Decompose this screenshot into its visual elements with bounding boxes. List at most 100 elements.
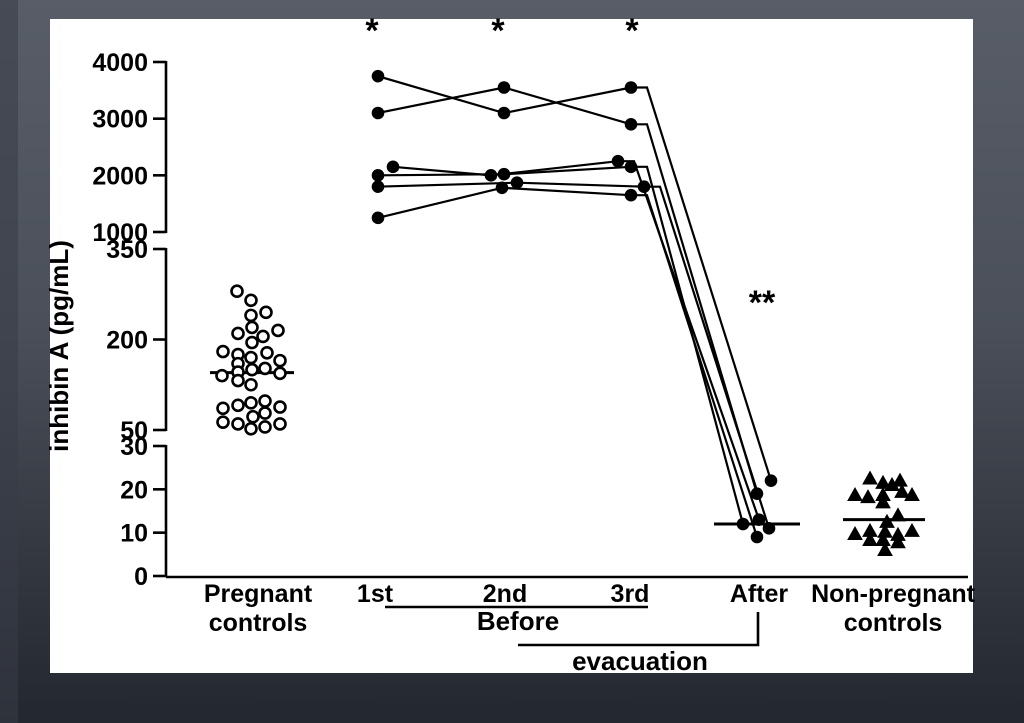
pregnant-control-point bbox=[244, 396, 258, 410]
pregnant-control-point bbox=[245, 320, 259, 335]
after-evacuation-point bbox=[750, 530, 764, 544]
pregnant-control-point bbox=[258, 420, 272, 434]
x-label-after: After bbox=[730, 580, 789, 608]
pregnant-control-point bbox=[216, 401, 230, 416]
y-tick-label: 30 bbox=[120, 433, 148, 461]
non-pregnant-control-point bbox=[890, 534, 906, 549]
before-evacuation-point bbox=[510, 176, 524, 189]
before-evacuation-point bbox=[386, 160, 400, 174]
pregnant-control-point bbox=[246, 409, 260, 424]
pregnant-control-point bbox=[258, 394, 272, 408]
pregnant-control-point bbox=[260, 345, 274, 360]
pregnant-control-point bbox=[273, 400, 287, 414]
x-label-nonpregnant-line1: Non-pregnant bbox=[811, 580, 976, 608]
non-pregnant-control-point bbox=[862, 470, 878, 485]
before-evacuation-point bbox=[497, 81, 511, 94]
pregnant-control-point bbox=[245, 362, 259, 377]
before-evacuation-point bbox=[624, 160, 638, 174]
non-pregnant-control-point bbox=[884, 476, 900, 491]
before-evacuation-point bbox=[497, 167, 511, 181]
before-evacuation-point bbox=[624, 118, 638, 131]
pregnant-control-point bbox=[215, 368, 229, 383]
x-label-pregnant-line1: Pregnant bbox=[204, 580, 313, 608]
x-label-3rd: 3rd bbox=[611, 580, 650, 608]
significance-doublestar-after: ** bbox=[749, 284, 776, 322]
non-pregnant-control-point bbox=[890, 507, 906, 522]
before-evacuation-point bbox=[484, 169, 498, 182]
non-pregnant-control-point bbox=[860, 489, 876, 504]
non-pregnant-control-point bbox=[894, 483, 910, 498]
y-tick-label: 50 bbox=[120, 417, 148, 445]
pregnant-control-point bbox=[216, 415, 230, 429]
slide-left-edge-strip bbox=[0, 0, 18, 723]
x-label-nonpregnant-line2: controls bbox=[844, 609, 943, 637]
non-pregnant-control-point bbox=[847, 525, 863, 540]
pregnant-control-point bbox=[273, 353, 287, 368]
y-tick-label: 4000 bbox=[92, 49, 148, 77]
evacuation-group-label: evacuation bbox=[572, 646, 708, 676]
pregnant-control-point bbox=[273, 417, 287, 431]
pregnant-control-point bbox=[256, 329, 270, 344]
significance-star-3rd: * bbox=[625, 12, 639, 50]
after-evacuation-point bbox=[752, 513, 766, 526]
before-evacuation-point bbox=[371, 169, 385, 182]
pregnant-control-point bbox=[216, 344, 230, 359]
pregnant-control-point bbox=[244, 377, 258, 392]
before-evacuation-point bbox=[371, 106, 385, 120]
pregnant-control-point bbox=[231, 373, 245, 388]
after-evacuation-point bbox=[736, 517, 750, 531]
pregnant-control-point bbox=[244, 293, 258, 308]
before-evacuation-point bbox=[624, 81, 638, 94]
after-evacuation-point bbox=[764, 474, 778, 487]
after-evacuation-point bbox=[750, 487, 764, 500]
non-pregnant-control-point bbox=[904, 486, 920, 501]
non-pregnant-control-point bbox=[904, 522, 920, 537]
evacuation-bracket bbox=[518, 612, 760, 647]
pregnant-control-point bbox=[273, 366, 287, 381]
before-evacuation-point bbox=[371, 180, 385, 193]
before-evacuation-point bbox=[371, 69, 385, 83]
non-pregnant-control-point bbox=[877, 541, 893, 556]
pregnant-control-point bbox=[244, 350, 258, 365]
y-tick-label: 2000 bbox=[92, 162, 148, 190]
before-evacuation-point bbox=[495, 181, 509, 195]
significance-star-2nd: * bbox=[491, 12, 505, 50]
pregnant-control-point bbox=[244, 308, 258, 323]
before-evacuation-point bbox=[497, 106, 511, 120]
pregnant-control-point bbox=[231, 398, 245, 413]
after-evacuation-point bbox=[762, 522, 776, 535]
y-tick-label: 20 bbox=[120, 476, 148, 504]
non-pregnant-control-point bbox=[862, 532, 878, 547]
non-pregnant-control-point bbox=[879, 513, 895, 528]
non-pregnant-control-point bbox=[875, 532, 891, 547]
before-evacuation-point bbox=[637, 180, 651, 193]
pregnant-control-point bbox=[258, 406, 272, 420]
before-group-label: Before bbox=[477, 606, 559, 636]
figure-panel bbox=[50, 19, 973, 673]
y-tick-label: 3000 bbox=[92, 106, 148, 134]
y-tick-label: 350 bbox=[106, 236, 148, 264]
y-tick-label: 10 bbox=[120, 520, 148, 548]
significance-star-1st: * bbox=[365, 12, 379, 50]
x-label-pregnant-line2: controls bbox=[209, 609, 308, 637]
x-label-2nd: 2nd bbox=[483, 580, 527, 608]
before-evacuation-point bbox=[611, 154, 625, 168]
pregnant-control-point bbox=[271, 323, 285, 338]
y-tick-label: 200 bbox=[106, 327, 148, 355]
x-label-1st: 1st bbox=[357, 580, 394, 608]
non-pregnant-control-point bbox=[875, 494, 891, 509]
pregnant-control-point bbox=[231, 326, 245, 341]
pregnant-control-point bbox=[259, 305, 273, 320]
before-evacuation-point bbox=[371, 211, 385, 225]
y-axis-title: inhibin A (pg/mL) bbox=[44, 240, 74, 452]
pregnant-control-point bbox=[258, 361, 272, 376]
before-evacuation-point bbox=[624, 188, 638, 202]
non-pregnant-control-point bbox=[892, 472, 908, 487]
pregnant-control-point bbox=[244, 421, 258, 436]
y-tick-label: 1000 bbox=[92, 219, 148, 247]
pregnant-control-point bbox=[230, 284, 244, 299]
non-pregnant-control-point bbox=[847, 486, 863, 501]
